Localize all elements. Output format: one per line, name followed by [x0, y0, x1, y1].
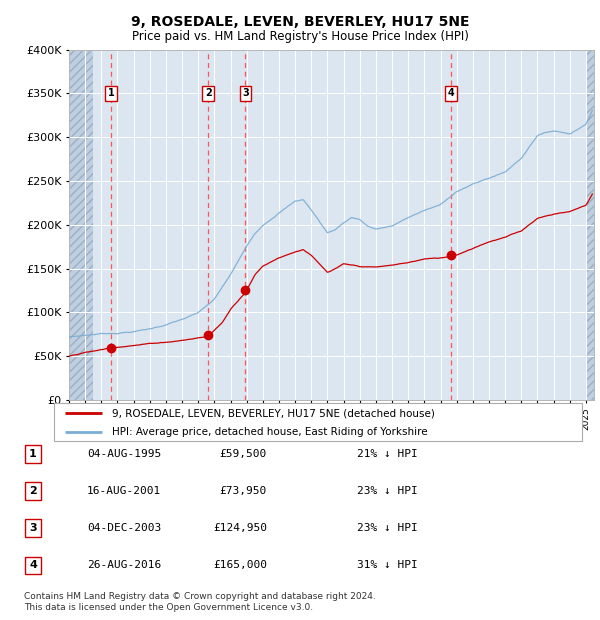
Text: £73,950: £73,950 [220, 486, 267, 496]
Text: 4: 4 [448, 89, 454, 99]
Text: 2: 2 [205, 89, 212, 99]
Text: £165,000: £165,000 [213, 560, 267, 570]
Text: 16-AUG-2001: 16-AUG-2001 [87, 486, 161, 496]
Text: HPI: Average price, detached house, East Riding of Yorkshire: HPI: Average price, detached house, East… [112, 427, 428, 437]
Text: Contains HM Land Registry data © Crown copyright and database right 2024.
This d: Contains HM Land Registry data © Crown c… [24, 592, 376, 611]
Text: 04-AUG-1995: 04-AUG-1995 [87, 449, 161, 459]
Text: 1: 1 [107, 89, 114, 99]
Text: 23% ↓ HPI: 23% ↓ HPI [357, 523, 418, 533]
Text: 4: 4 [29, 560, 37, 570]
Text: 3: 3 [29, 523, 37, 533]
Text: 9, ROSEDALE, LEVEN, BEVERLEY, HU17 5NE: 9, ROSEDALE, LEVEN, BEVERLEY, HU17 5NE [131, 16, 469, 30]
Text: 31% ↓ HPI: 31% ↓ HPI [357, 560, 418, 570]
Text: 04-DEC-2003: 04-DEC-2003 [87, 523, 161, 533]
FancyBboxPatch shape [54, 403, 582, 441]
Text: 1: 1 [29, 449, 37, 459]
Text: 21% ↓ HPI: 21% ↓ HPI [357, 449, 418, 459]
Text: Price paid vs. HM Land Registry's House Price Index (HPI): Price paid vs. HM Land Registry's House … [131, 30, 469, 43]
Text: 3: 3 [242, 89, 249, 99]
Text: 2: 2 [29, 486, 37, 496]
Text: 9, ROSEDALE, LEVEN, BEVERLEY, HU17 5NE (detached house): 9, ROSEDALE, LEVEN, BEVERLEY, HU17 5NE (… [112, 409, 435, 419]
Text: £59,500: £59,500 [220, 449, 267, 459]
Text: £124,950: £124,950 [213, 523, 267, 533]
Text: 23% ↓ HPI: 23% ↓ HPI [357, 486, 418, 496]
Text: 26-AUG-2016: 26-AUG-2016 [87, 560, 161, 570]
